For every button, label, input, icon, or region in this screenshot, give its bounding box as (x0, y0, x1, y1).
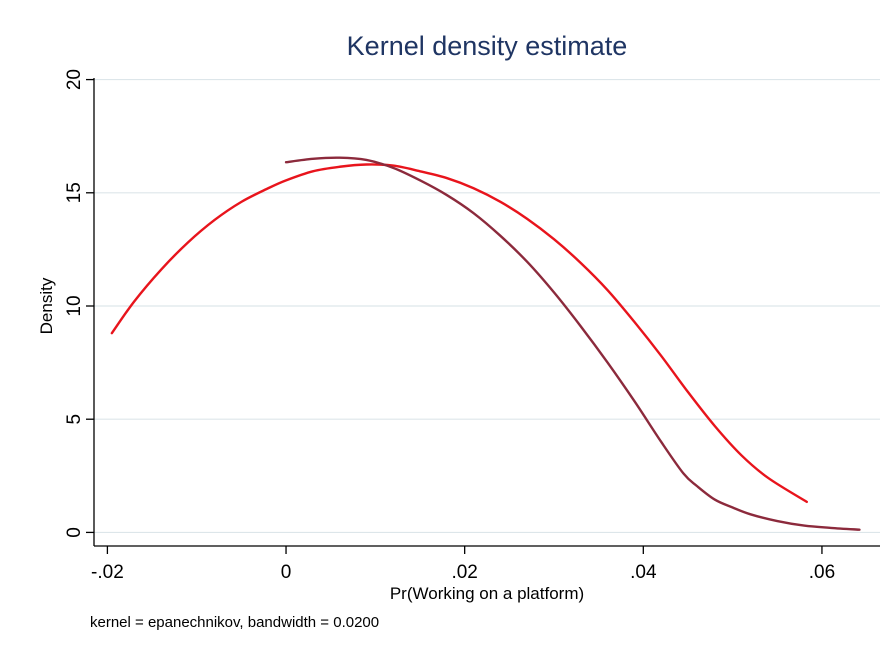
y-tick-label-2: 10 (64, 295, 85, 316)
y-tick-label-1: 5 (64, 414, 85, 425)
density-curve-2 (284, 156, 861, 531)
x-tick-label-4: .06 (809, 562, 835, 583)
series-layer (110, 156, 861, 531)
chart-title: Kernel density estimate (347, 31, 628, 61)
axes (86, 78, 880, 554)
y-tick-label-3: 15 (64, 182, 85, 203)
kernel-note: kernel = epanechnikov, bandwidth = 0.020… (90, 614, 379, 631)
y-tick-label-0: 0 (64, 527, 85, 538)
x-tick-label-1: 0 (281, 562, 292, 583)
x-tick-label-3: .04 (630, 562, 657, 583)
y-tick-label-4: 20 (64, 69, 85, 90)
grid (94, 78, 880, 534)
y-axis-title: Density (37, 277, 56, 334)
x-tick-label-2: .02 (451, 562, 477, 583)
x-tick-label-0: -.02 (91, 562, 124, 583)
x-axis-title: Pr(Working on a platform) (390, 584, 584, 603)
density-curve-1 (110, 163, 808, 504)
tick-labels: 0 5 10 15 20 -.02 0 .02 .04 .06 (64, 69, 835, 583)
